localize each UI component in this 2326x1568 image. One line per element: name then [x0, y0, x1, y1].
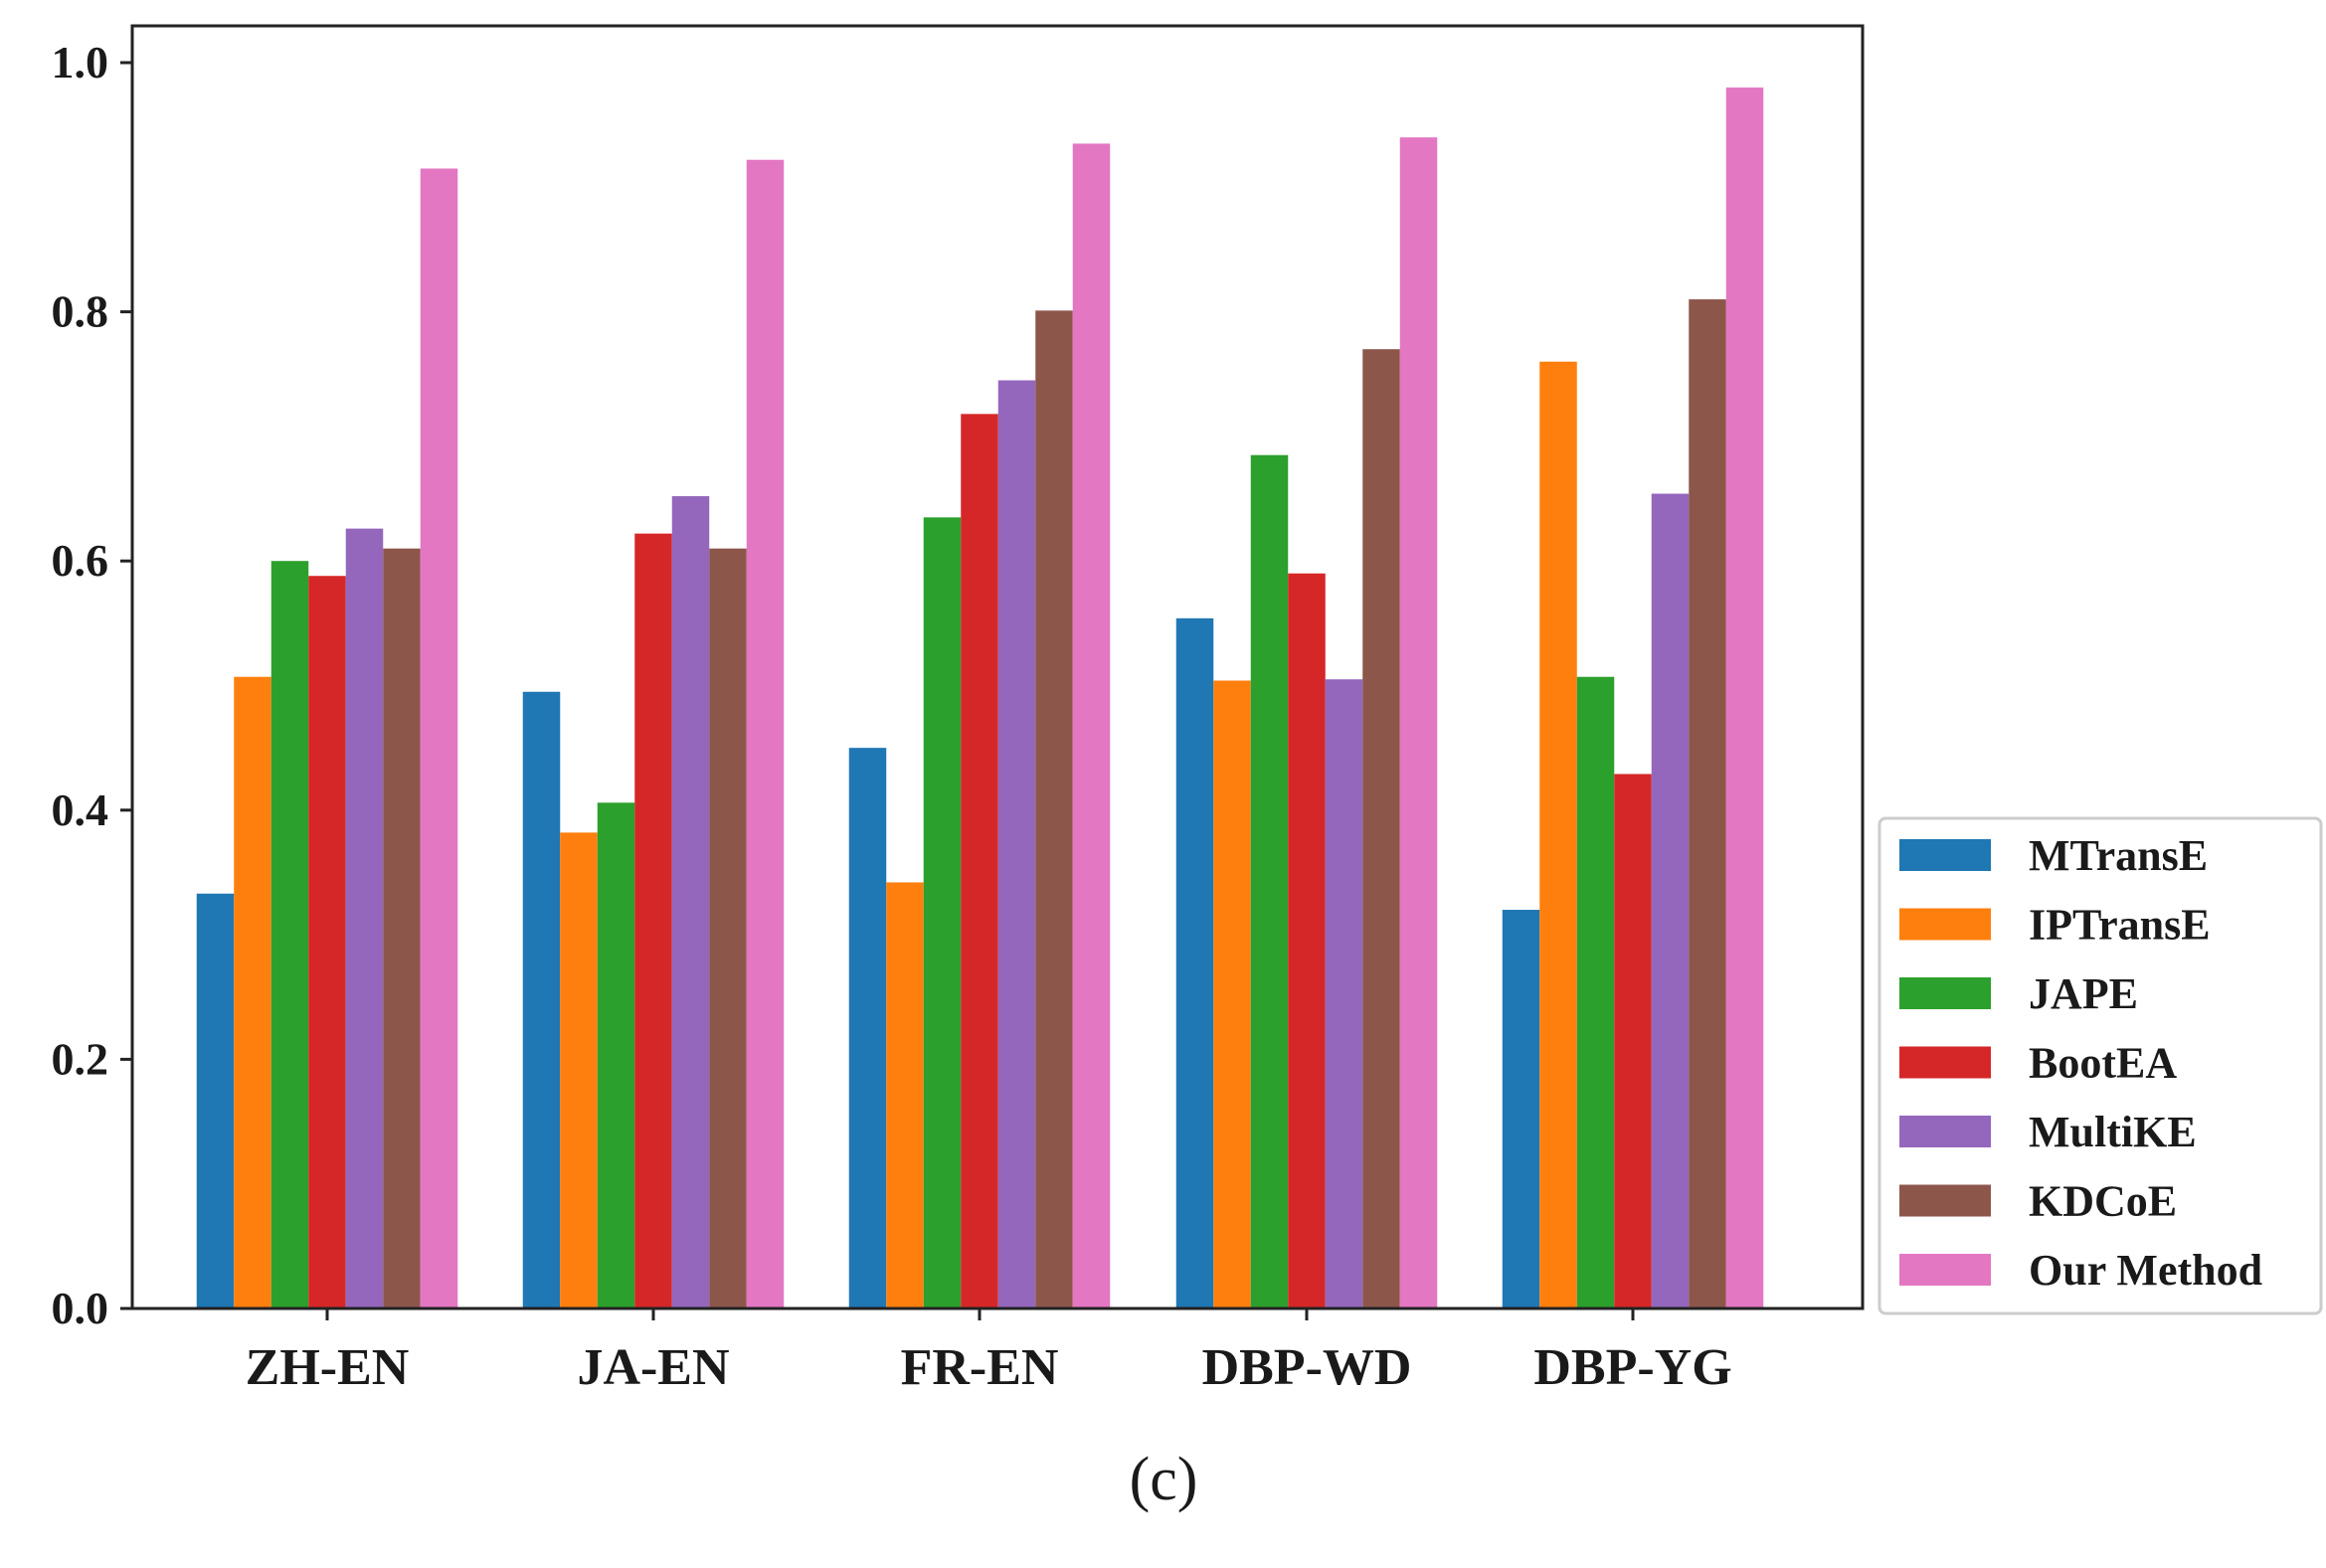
bar: [1213, 680, 1251, 1308]
x-tick-label: ZH-EN: [246, 1339, 410, 1396]
y-tick-label: 0.2: [52, 1033, 109, 1084]
bar: [196, 893, 235, 1308]
legend-swatch: [1899, 1254, 1991, 1286]
legend-label: MTransE: [2029, 831, 2208, 880]
bar: [1614, 774, 1652, 1308]
bar: [1362, 349, 1400, 1308]
bar: [961, 414, 998, 1309]
plot-area-frame: [130, 24, 1865, 1310]
x-axis: ZH-EN JA-EN FR-EN DBP-WD DBP-YG: [246, 1308, 1732, 1396]
x-tick-label: DBP-YG: [1533, 1339, 1731, 1396]
bar: [420, 168, 458, 1308]
figure-caption: (c): [1130, 1446, 1198, 1513]
bar: [1399, 137, 1438, 1309]
bar: [383, 548, 421, 1308]
legend-label: Our Method: [2029, 1246, 2262, 1295]
y-tick-label: 0.6: [52, 535, 109, 586]
bar: [1250, 454, 1289, 1308]
y-tick-label: 1.0: [52, 37, 109, 87]
bar: [848, 748, 887, 1308]
legend-swatch: [1899, 1116, 1991, 1147]
x-tick-label: DBP-WD: [1202, 1339, 1412, 1396]
bar: [1288, 573, 1326, 1308]
y-tick-label: 0.8: [52, 286, 109, 337]
bar: [560, 832, 598, 1308]
bar: [923, 517, 962, 1308]
bar: [1035, 310, 1073, 1309]
bar: [522, 691, 561, 1308]
bar: [1539, 361, 1577, 1309]
y-tick-label: 0.4: [52, 784, 109, 835]
bar: [997, 380, 1036, 1308]
legend: MTransE IPTransE JAPE BootEA MultiKE KDCoE Our…: [1878, 816, 2323, 1315]
bar: [308, 576, 346, 1308]
legend-label: KDCoE: [2029, 1177, 2177, 1226]
legend-label: IPTransE: [2029, 901, 2211, 950]
legend-swatch: [1899, 839, 1991, 871]
bar: [1689, 299, 1726, 1308]
bar: [270, 561, 309, 1308]
bar: [1576, 676, 1615, 1308]
bar: [1175, 617, 1214, 1308]
bar: [234, 676, 271, 1308]
legend-label: MultiKE: [2029, 1108, 2197, 1156]
bar: [1325, 679, 1363, 1308]
bar: [634, 533, 672, 1308]
legend-swatch: [1899, 1046, 1991, 1079]
bar: [1072, 143, 1111, 1309]
bar: [345, 528, 384, 1308]
y-axis: 0.0 0.2 0.4 0.6 0.8 1.0: [52, 37, 132, 1333]
bar: [1725, 87, 1764, 1308]
x-tick-label: JA-EN: [577, 1339, 729, 1396]
legend-swatch: [1899, 1184, 1991, 1217]
legend-label: JAPE: [2029, 969, 2138, 1018]
legend-label: BootEA: [2029, 1039, 2177, 1088]
bar: [886, 882, 924, 1308]
bar: [597, 802, 635, 1308]
bars-layer: [196, 87, 1764, 1309]
legend-swatch: [1899, 977, 1991, 1009]
x-tick-label: FR-EN: [901, 1339, 1059, 1396]
bar: [1651, 493, 1690, 1308]
y-tick-label: 0.0: [52, 1283, 109, 1333]
legend-swatch: [1899, 908, 1991, 941]
bar: [709, 548, 747, 1308]
bar: [746, 159, 785, 1309]
bar: [1502, 910, 1540, 1308]
bar: [671, 496, 710, 1308]
